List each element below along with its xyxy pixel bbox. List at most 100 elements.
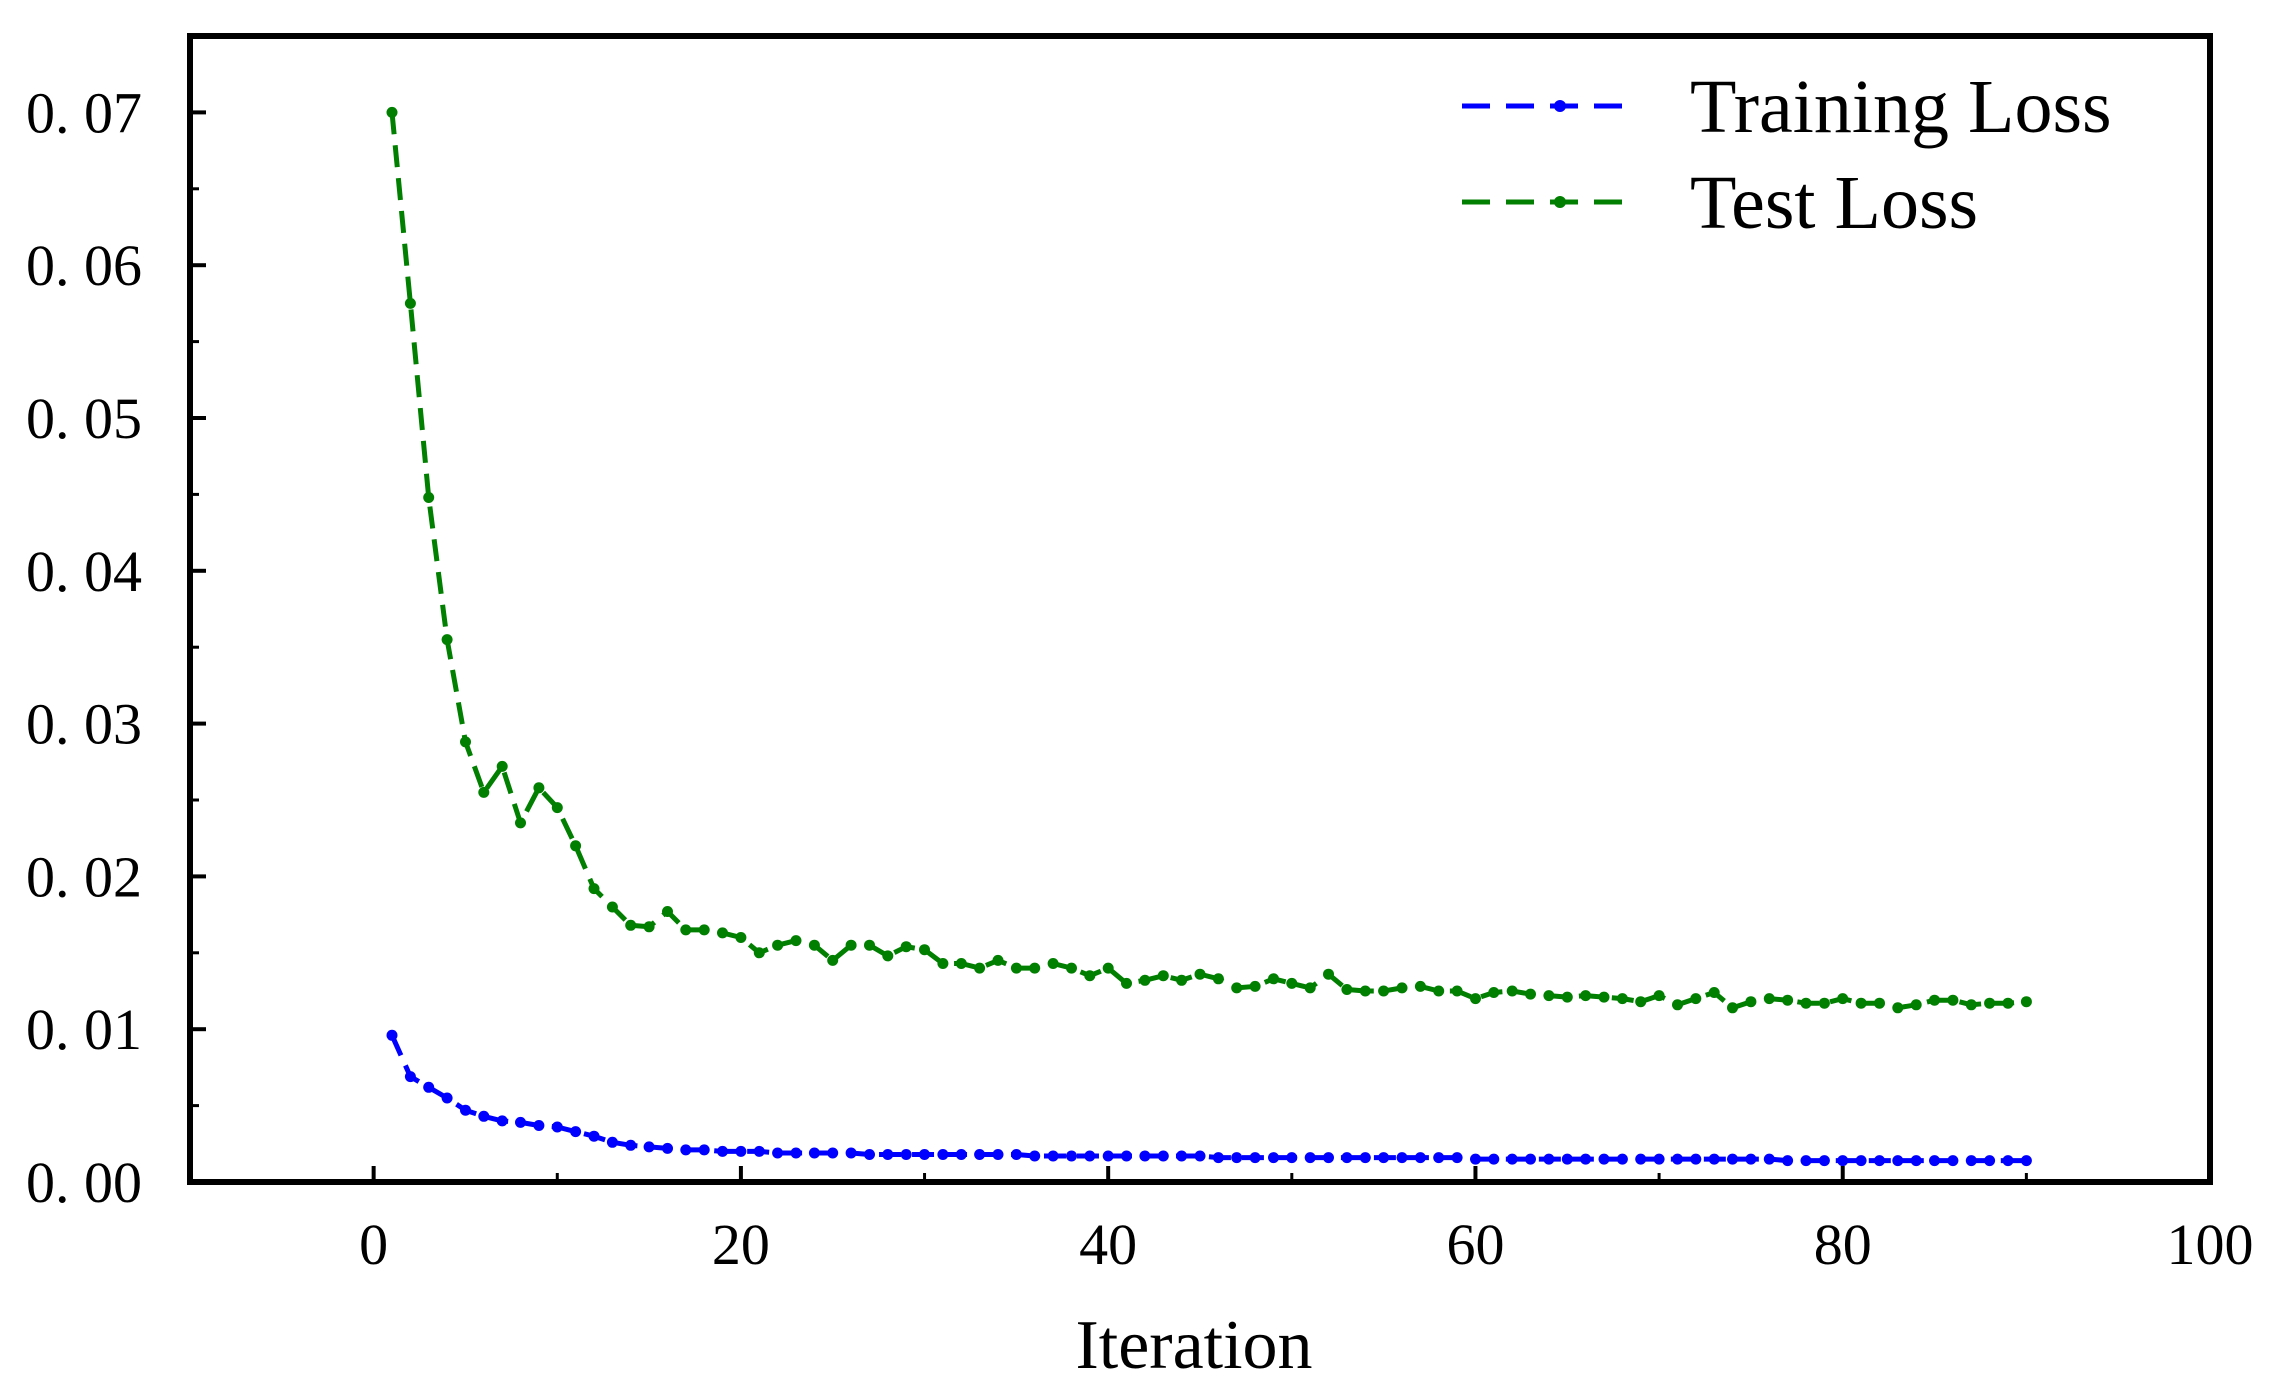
training-loss-point [1286,1152,1298,1164]
test-loss-point [1561,991,1573,1003]
test-loss-point [790,935,802,947]
test-loss-point [1598,991,1610,1003]
training-loss-point [1818,1155,1830,1167]
training-loss-point [1727,1153,1738,1165]
test-loss-point [992,954,1004,966]
x-tick-label: 100 [2167,1212,2254,1277]
test-loss-point [1910,999,1922,1011]
training-loss-point [2002,1155,2014,1167]
training-loss-point [1341,1152,1353,1164]
y-tick-label: 0. 03 [26,692,142,757]
axis-layer: 0 20 40 60 80 100 0. 00 0. 01 0. 02 0. 03 0. 04 0. … [26,80,2254,1277]
test-loss-point [1249,980,1261,992]
training-loss-point [955,1149,967,1160]
test-loss-point [717,927,728,939]
test-loss-point [1708,987,1720,998]
test-loss-point [1580,990,1592,1002]
test-loss-point [1451,985,1463,997]
training-loss-point [606,1136,618,1148]
training-loss-point [1084,1150,1096,1162]
training-loss-point [643,1141,655,1153]
training-loss-point [1194,1150,1206,1162]
test-loss-point [698,924,710,936]
training-loss-point [1561,1153,1573,1165]
y-tick-label: 0. 01 [26,997,142,1062]
test-loss-point [1212,973,1224,985]
test-loss-point [441,634,453,646]
test-loss-line [389,112,2027,1011]
test-loss-point [882,950,894,962]
test-loss-point [772,939,784,951]
test-loss-point [496,760,508,772]
training-loss-point [808,1147,820,1159]
training-loss-point [1525,1153,1536,1165]
training-loss-point [937,1149,949,1160]
training-loss-point [992,1149,1004,1160]
training-loss-point [1157,1150,1169,1162]
training-loss-point [1708,1153,1720,1165]
training-loss-point [753,1145,765,1157]
training-loss-point [1121,1150,1132,1162]
test-loss-point [2002,997,2014,1009]
test-loss-point [1286,977,1298,989]
training-loss-point [1506,1153,1518,1165]
training-loss-point [1212,1152,1224,1164]
test-loss-point [1084,970,1096,982]
training-loss-point [1616,1153,1628,1165]
training-loss-point [735,1145,747,1157]
training-loss-point [1892,1155,1904,1167]
training-loss-point [1855,1155,1867,1167]
training-loss-point [404,1071,416,1083]
training-loss-point [515,1116,526,1128]
test-loss-point [1837,993,1849,1005]
training-loss-point [1359,1152,1371,1164]
training-loss-point [1782,1155,1794,1167]
training-loss-point [478,1110,490,1122]
test-loss-point [478,786,490,798]
test-loss-point [680,924,692,936]
test-loss-point [1965,999,1977,1011]
test-loss-point [1892,1002,1904,1014]
training-loss-point [1947,1155,1959,1167]
training-loss-point [919,1149,930,1160]
test-loss-point [1341,984,1353,995]
training-loss-point [1635,1153,1647,1165]
training-loss-point [1965,1155,1977,1167]
test-loss-point [1359,985,1371,997]
test-loss-point [1121,977,1132,989]
training-loss-point [1543,1153,1555,1165]
test-loss-point [1874,997,1885,1009]
test-loss-point [533,782,545,794]
test-loss-point [753,947,765,959]
training-loss-point [386,1029,398,1041]
training-loss-point [570,1126,582,1138]
test-loss-point [1323,968,1334,980]
training-loss-point [1488,1153,1500,1165]
series-layer [386,106,2032,1167]
training-loss-point [1249,1152,1261,1164]
test-loss-point [845,939,857,951]
training-loss-point [551,1121,563,1133]
training-loss-point [698,1144,710,1156]
test-loss-point [900,941,912,953]
training-loss-point [717,1145,728,1157]
test-loss-point [1433,985,1445,997]
training-loss-point [1414,1152,1426,1164]
training-loss-point [441,1092,453,1104]
test-loss-point [404,297,416,309]
x-tick-label: 20 [712,1212,770,1277]
training-loss-point [625,1139,637,1151]
test-loss-point [2020,996,2032,1008]
test-loss-point [423,492,435,503]
test-loss-point [1947,994,1959,1006]
training-loss-point [533,1120,545,1131]
test-loss-point [1506,985,1518,997]
training-loss-point [496,1115,508,1127]
training-loss-point [1910,1155,1922,1167]
training-loss-point [1653,1153,1665,1165]
y-tick-label: 0. 05 [26,386,142,451]
test-loss-point [1984,997,1996,1009]
training-loss-point [1451,1152,1463,1164]
y-tick-label: 0. 04 [26,539,142,604]
test-loss-point [1414,980,1426,992]
